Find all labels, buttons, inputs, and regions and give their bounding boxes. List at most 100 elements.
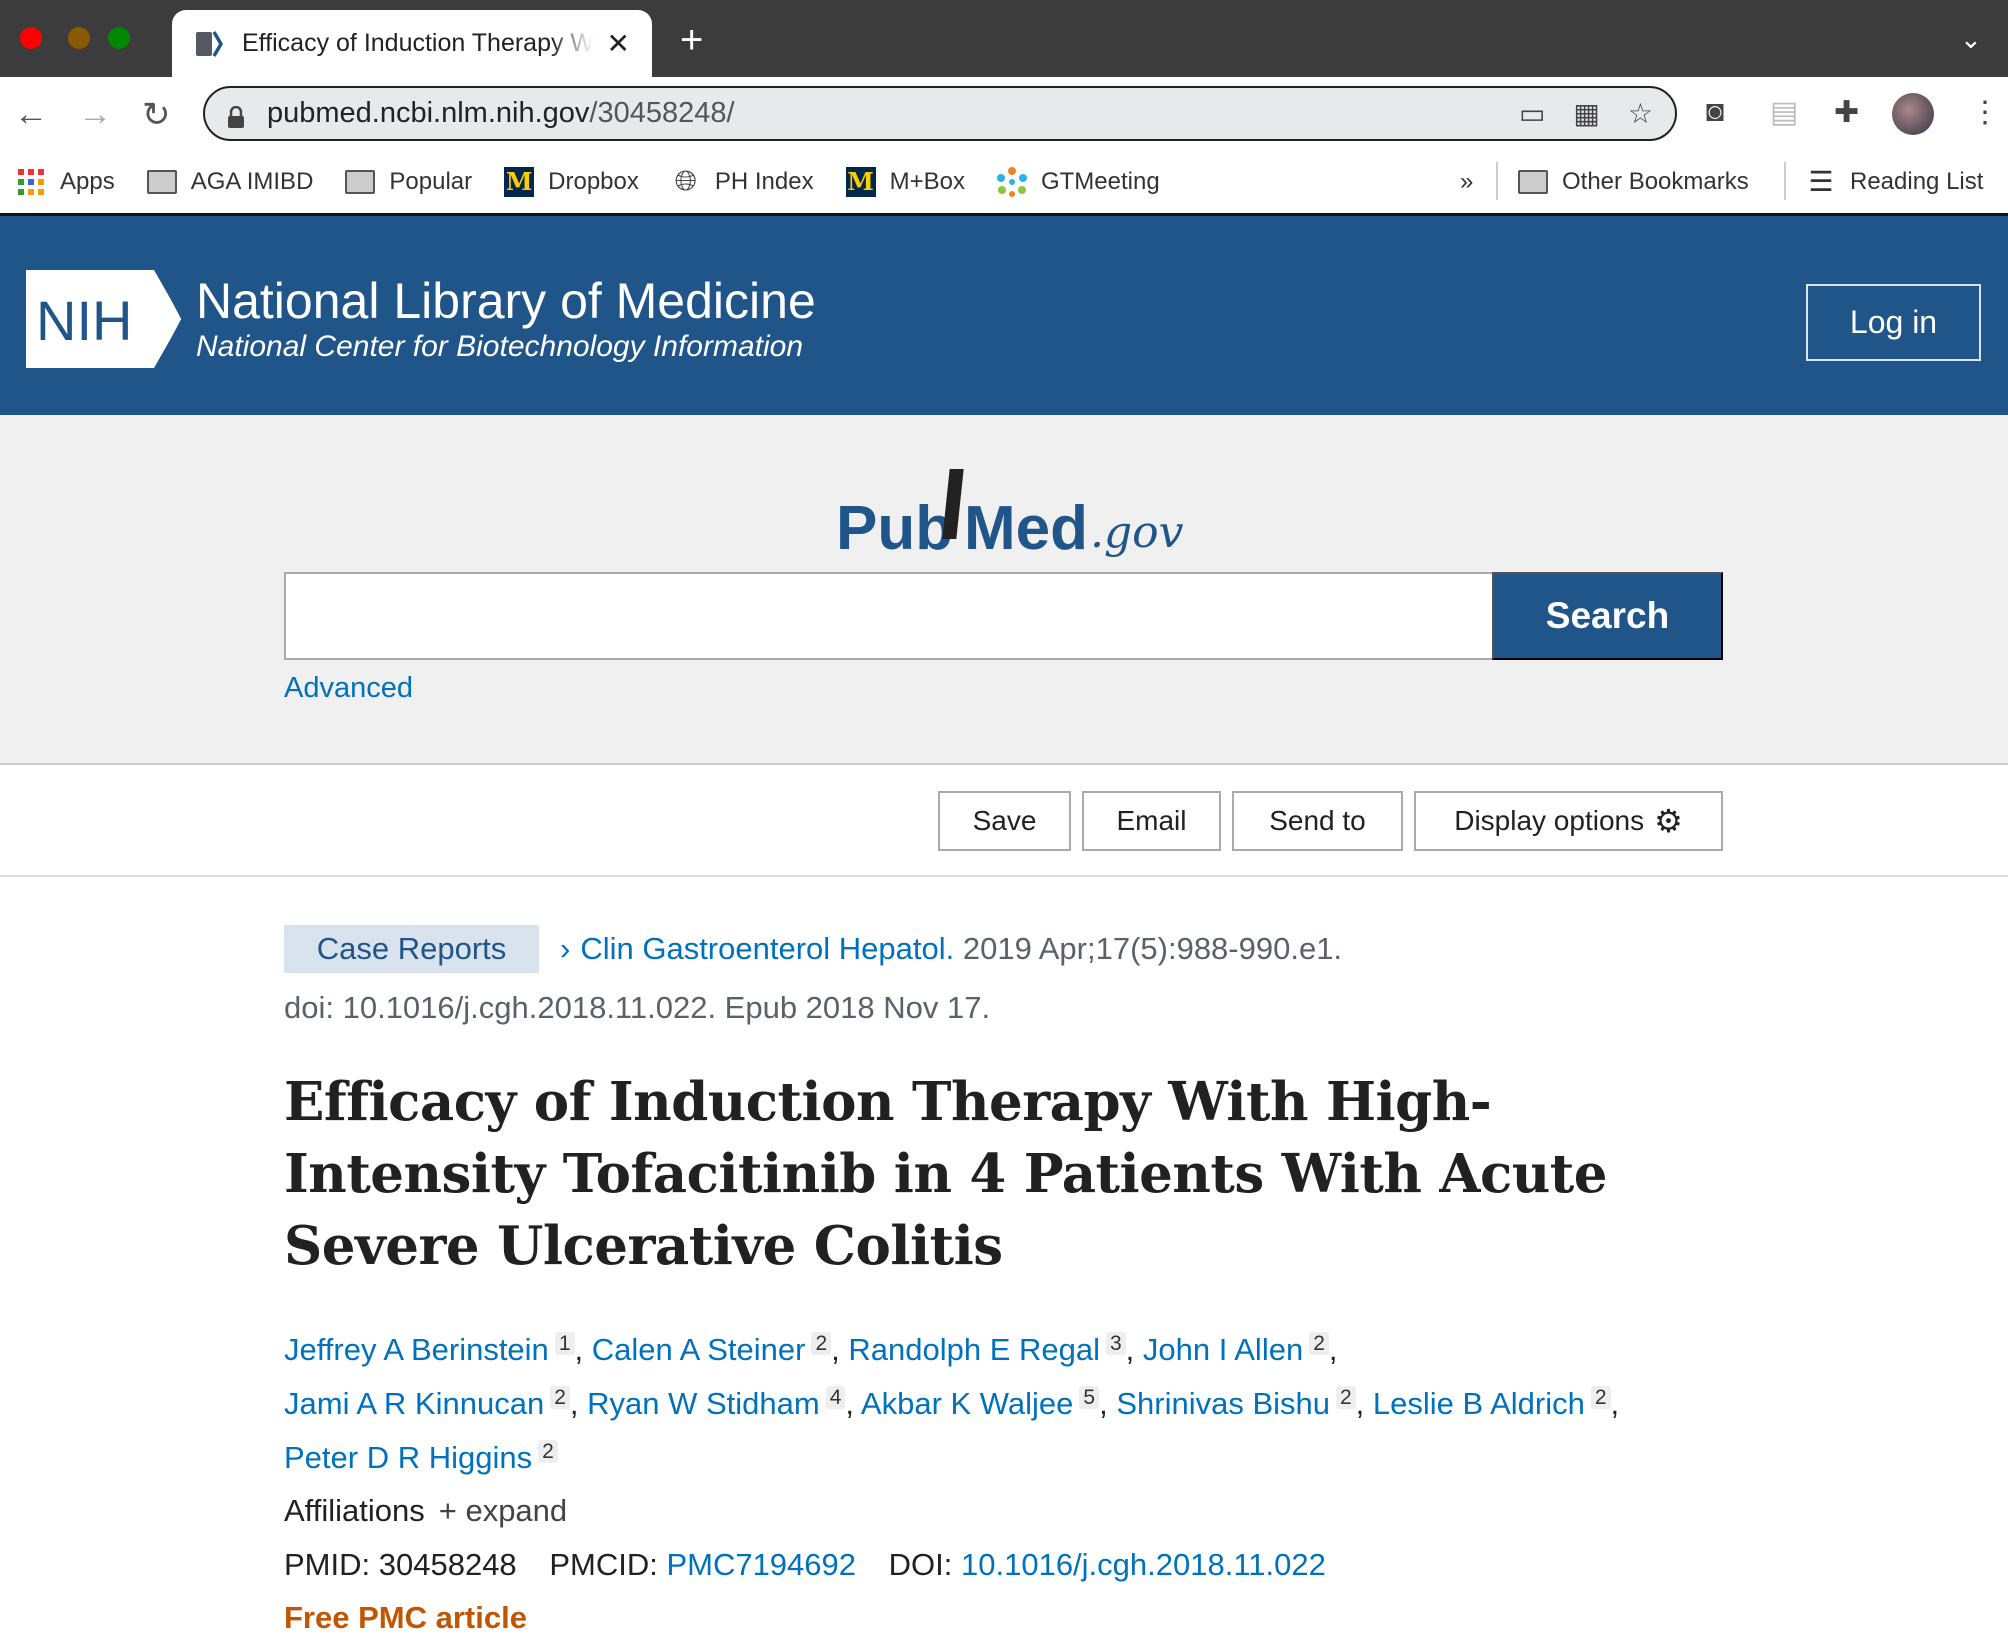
forward-icon[interactable]: → [78,95,112,133]
tab-title: Efficacy of Induction Therapy With High-… [242,29,593,57]
email-button[interactable]: Email [1082,791,1221,851]
bookmark-mbox[interactable]: M M+Box [845,166,965,197]
pubmed-logo[interactable]: Pub Med .gov [836,455,1184,565]
maximize-window-button[interactable] [108,27,130,49]
nih-logo[interactable]: NIH [26,270,182,368]
book-icon [942,469,964,539]
folder-icon [345,168,376,196]
author-link[interactable]: Peter D R Higgins [284,1440,533,1475]
affiliation-number[interactable]: 5 [1079,1386,1100,1409]
bookmark-label: M+Box [889,167,965,195]
browser-tab[interactable]: Efficacy of Induction Therapy With High-… [172,10,652,77]
qr-code-icon[interactable]: ▦ [1573,98,1600,129]
folder-icon [1518,168,1548,196]
display-options-label: Display options [1454,805,1645,836]
author-link[interactable]: Ryan W Stidham [587,1386,820,1421]
citation-details: 2019 Apr;17(5):988-990.e1. [962,931,1343,966]
extension-meeting-icon[interactable]: ◙ [1706,95,1725,128]
bookmark-apps[interactable]: Apps [16,168,115,196]
close-tab-icon[interactable]: ✕ [606,28,630,59]
divider [1496,162,1498,200]
bookmarks-overflow-button[interactable]: » [1460,167,1474,195]
journal-link[interactable]: Clin Gastroenterol Hepatol. [580,931,955,966]
expand-affiliations-button[interactable]: + expand [438,1493,568,1528]
bookmark-popular[interactable]: Popular [345,168,472,196]
profile-avatar[interactable] [1892,93,1934,135]
bookmark-star-icon[interactable]: ☆ [1627,98,1653,129]
author-link[interactable]: Randolph E Regal [848,1332,1100,1367]
divider [0,213,2008,216]
advanced-search-link[interactable]: Advanced [284,672,413,704]
url-path: /30458248/ [589,97,735,129]
minimize-window-button[interactable] [68,27,90,49]
nlm-title[interactable]: National Library of Medicine [196,273,816,329]
close-window-button[interactable] [20,27,42,49]
bookmark-ph-index[interactable]: 🌐︎ PH Index [671,165,814,196]
new-tab-icon[interactable]: + [680,18,704,62]
extensions-puzzle-icon[interactable]: ✚ [1834,96,1860,129]
affiliation-number[interactable]: 2 [811,1332,832,1355]
pmcid-link[interactable]: PMC7194692 [666,1547,857,1582]
free-pmc-article-label[interactable]: Free PMC article [284,1600,527,1635]
citation: › Clin Gastroenterol Hepatol. 2019 Apr;17… [560,931,1342,967]
affiliation-number[interactable]: 2 [1590,1386,1611,1409]
affiliation-number[interactable]: 2 [538,1440,558,1463]
michigan-m-icon: M [845,166,876,197]
extension-document-icon[interactable]: ▤ [1770,96,1799,129]
save-button[interactable]: Save [938,791,1071,851]
authors-list: Jeffrey A Berinstein 1, Calen A Steiner 2,… [284,1332,1620,1475]
author-link[interactable]: Jeffrey A Berinstein [284,1332,549,1367]
bookmark-label: Popular [389,167,473,195]
address-bar[interactable]: pubmed.ncbi.nlm.nih.gov/30458248/ ▭ ▦ ☆ [203,86,1677,141]
folder-icon [146,168,177,196]
log-in-button[interactable]: Log in [1806,284,1981,361]
affiliation-number[interactable]: 4 [825,1386,846,1409]
send-to-button[interactable]: Send to [1232,791,1403,851]
cast-device-icon[interactable]: ▭ [1518,98,1546,129]
search-input[interactable] [284,572,1494,660]
affiliation-number[interactable]: 2 [1335,1386,1356,1409]
bookmarks-bar: Apps AGA IMIBD Popular M Dropbox 🌐︎ PH Ind… [0,150,2008,213]
tab-bar: Efficacy of Induction Therapy With High-… [0,0,2008,77]
bookmark-gtmeeting[interactable]: GTMeeting [996,166,1160,197]
reading-list-icon: ☰ [1808,166,1834,197]
bookmark-aga-imibd[interactable]: AGA IMIBD [146,168,313,196]
display-options-button[interactable]: Display options ⚙ [1414,791,1723,851]
search-button[interactable]: Search [1492,572,1723,660]
author-link[interactable]: Calen A Steiner [591,1332,806,1367]
url-host: pubmed.ncbi.nlm.nih.gov [267,97,590,129]
affiliation-number[interactable]: 3 [1105,1332,1126,1355]
author-link[interactable]: Shrinivas Bishu [1116,1386,1330,1421]
article-title: Efficacy of Induction Therapy With High-… [284,1071,1608,1277]
tab-search-chevron-icon[interactable]: ⌄ [1960,24,1982,54]
identifiers: PMID: 30458248 PMCID: PMC7194692 DOI: 10… [284,1547,1326,1583]
doi-link[interactable]: 10.1016/j.cgh.2018.11.022 [961,1547,1326,1582]
author-link[interactable]: Leslie B Aldrich [1372,1386,1585,1421]
pubmed-favicon [194,29,224,59]
menu-kebab-icon[interactable]: ⋮ [1970,96,2000,129]
bookmark-other-bookmarks[interactable]: Other Bookmarks [1518,168,1749,196]
svg-text:NIH: NIH [36,289,132,352]
toolbar: ← → ↻ pubmed.ncbi.nlm.nih.gov/30458248/ … [0,77,2008,150]
nih-header: NIH National Library of Medicine Nationa… [0,216,2008,415]
search-section: Pub Med .gov Search Advanced [0,415,2008,765]
affiliation-number[interactable]: 2 [550,1386,570,1409]
doi-label: DOI: [888,1547,953,1582]
chevron-right-icon: › [560,931,571,966]
back-icon[interactable]: ← [14,95,48,133]
affiliation-number[interactable]: 2 [1309,1332,1329,1355]
globe-icon: 🌐︎ [674,165,698,196]
michigan-m-icon: M [504,166,535,197]
pmid-value: 30458248 [378,1547,517,1582]
author-link[interactable]: Jami A R Kinnucan [284,1386,545,1421]
lock-icon [227,103,245,128]
author-link[interactable]: John I Allen [1142,1332,1304,1367]
affiliations: Affiliations + expand [284,1493,567,1529]
reload-icon[interactable]: ↻ [142,96,171,134]
author-link[interactable]: Akbar K Waljee [860,1386,1074,1421]
reading-list-button[interactable]: ☰ Reading List [1806,166,1983,197]
bookmark-dropbox[interactable]: M Dropbox [504,166,639,197]
bookmark-label: Apps [60,167,115,195]
apps-grid-icon [16,168,46,196]
affiliation-number[interactable]: 1 [554,1332,575,1355]
